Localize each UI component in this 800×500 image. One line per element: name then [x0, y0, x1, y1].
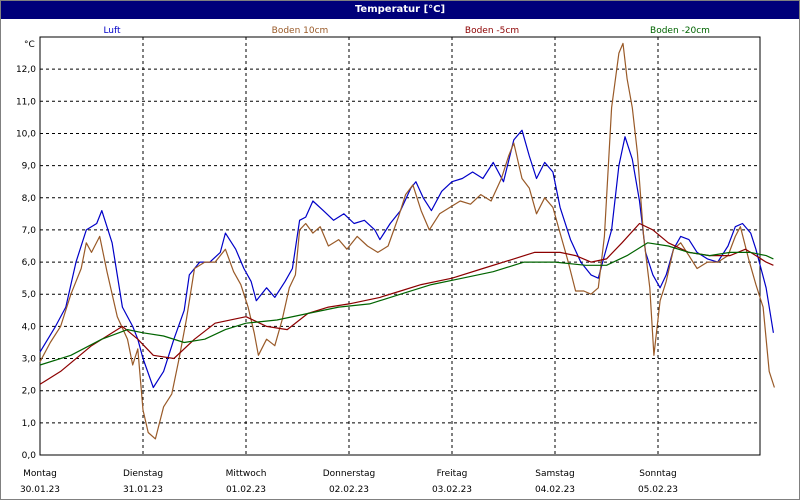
- x-tick-day: Freitag: [437, 469, 468, 479]
- x-tick-date: 02.02.23: [329, 485, 369, 495]
- y-tick-label: 2,0: [22, 387, 37, 397]
- x-tick-date: 30.01.23: [20, 485, 60, 495]
- x-tick-day: Montag: [23, 469, 57, 479]
- y-tick-label: 9,0: [22, 162, 37, 172]
- window-title: Temperatur [°C]: [1, 1, 799, 19]
- x-tick-day: Sonntag: [639, 469, 676, 479]
- y-tick-label: 4,0: [22, 322, 37, 332]
- y-tick-label: 3,0: [22, 355, 37, 365]
- y-tick-label: 0,0: [22, 451, 37, 461]
- legend-item: Boden -5cm: [465, 26, 519, 36]
- plot-frame: [39, 36, 761, 456]
- y-tick-label: 7,0: [22, 226, 37, 236]
- x-tick-date: 05.02.23: [638, 485, 678, 495]
- x-tick-day: Donnerstag: [323, 469, 376, 479]
- series-line: [39, 242, 774, 366]
- x-tick-date: 01.02.23: [226, 485, 266, 495]
- y-tick-label: 8,0: [22, 194, 37, 204]
- y-tick-label: 11,0: [16, 97, 36, 107]
- legend-item: Boden -20cm: [650, 26, 710, 36]
- x-tick-day: Samstag: [535, 469, 574, 479]
- x-tick-day: Dienstag: [123, 469, 163, 479]
- grid: [39, 36, 761, 456]
- y-tick-label: 10,0: [16, 129, 36, 139]
- legend: Luft Boden 10cm Boden -5cm Boden -20cm: [103, 26, 710, 36]
- x-tick-date: 03.02.23: [432, 485, 472, 495]
- y-tick-label: 12,0: [16, 65, 36, 75]
- y-tick-label: 1,0: [22, 419, 37, 429]
- x-tick-date: 31.01.23: [123, 485, 163, 495]
- series-line: [39, 42, 775, 440]
- series-line: [39, 129, 774, 389]
- y-tick-label: 5,0: [22, 290, 37, 300]
- y-tick-label: 6,0: [22, 258, 37, 268]
- legend-item: Luft: [103, 26, 121, 36]
- x-tick-date: 04.02.23: [535, 485, 575, 495]
- axes: 0,0 1,0 2,0 3,0 4,0 5,0 6,0 7,0 8,0 9,0 10,0 11,0 12…: [16, 40, 678, 495]
- series: [39, 42, 775, 440]
- x-tick-day: Mittwoch: [226, 469, 267, 479]
- y-axis-unit: °C: [24, 40, 35, 50]
- legend-item: Boden 10cm: [272, 26, 329, 36]
